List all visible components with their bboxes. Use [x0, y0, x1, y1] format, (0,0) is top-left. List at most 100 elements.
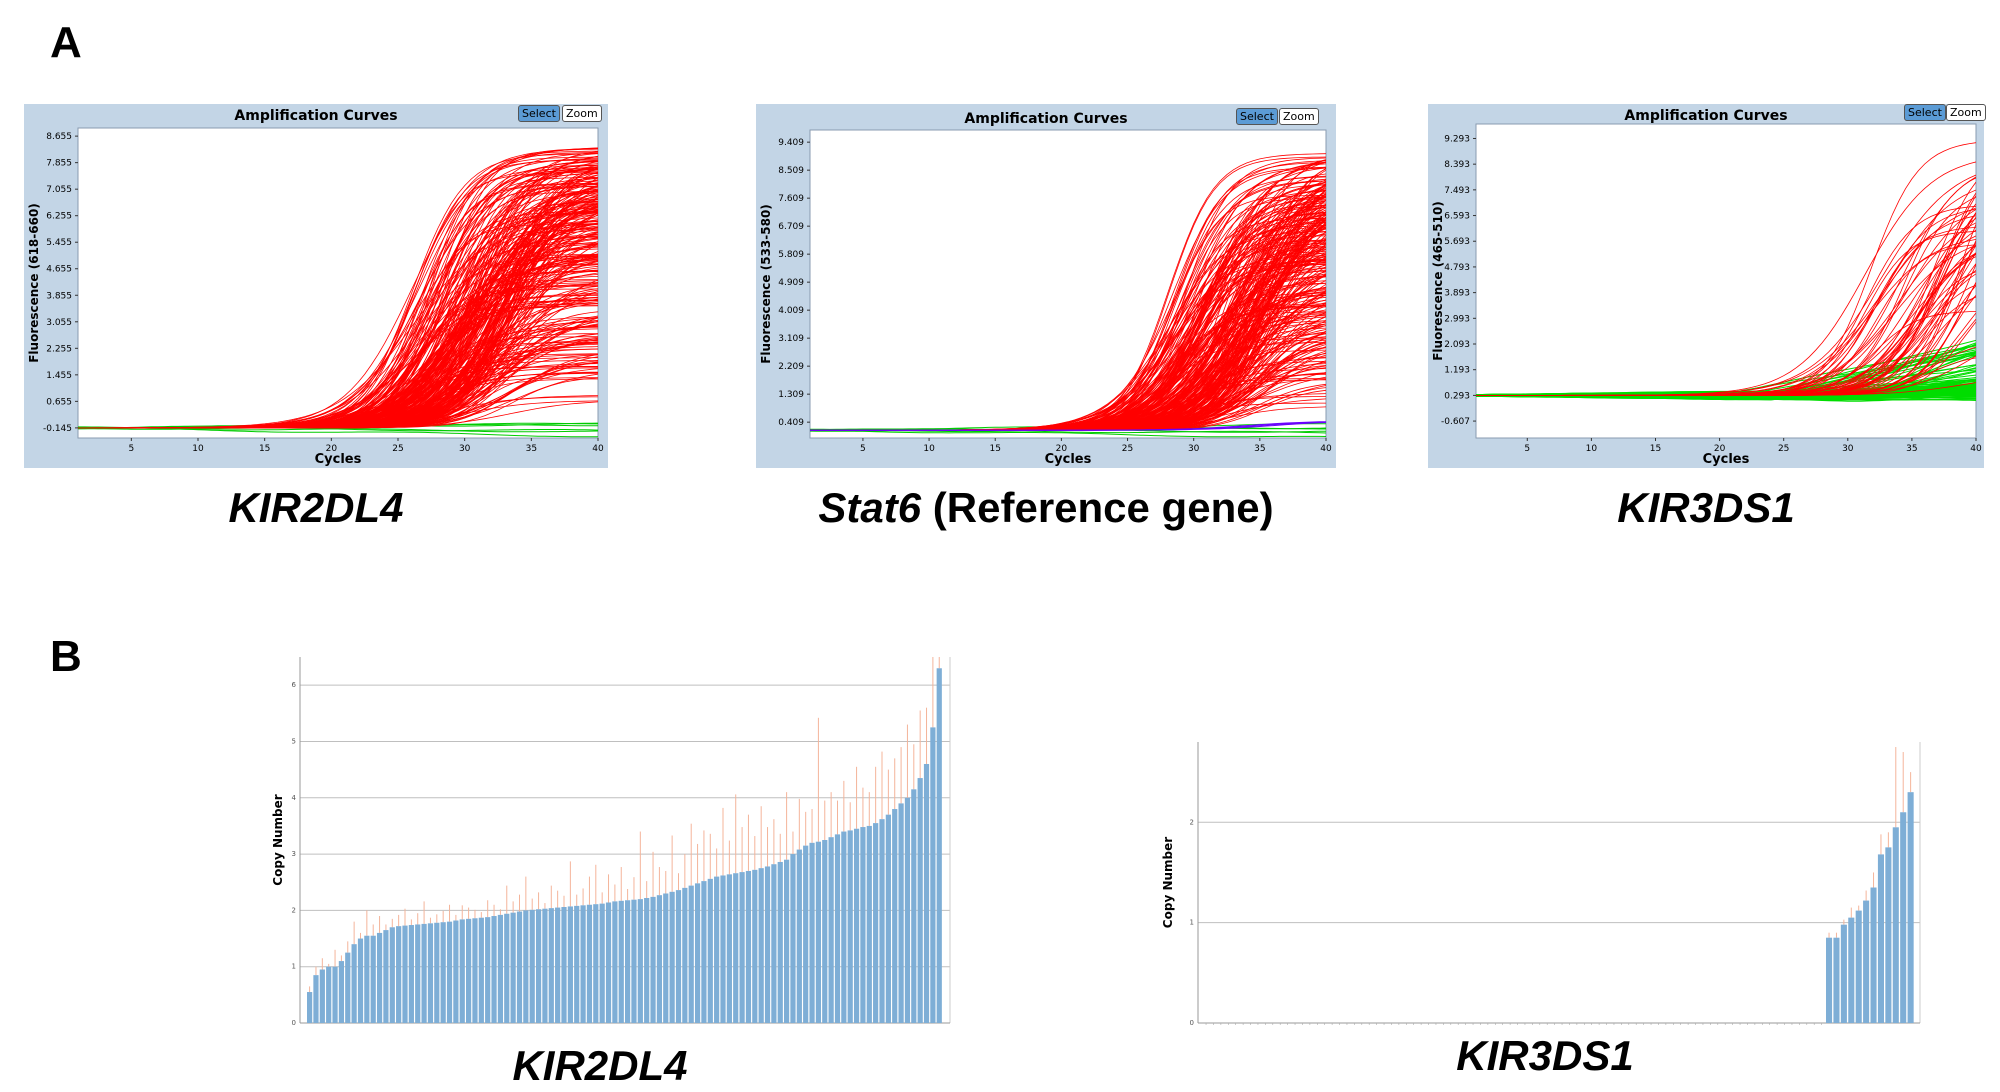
y-tick-label: 2.993	[1444, 314, 1470, 324]
y-tick-label: 8.655	[46, 132, 72, 142]
bar	[637, 899, 643, 1023]
bar	[745, 870, 752, 1023]
x-tick-label: 40	[592, 444, 604, 454]
x-axis-label: Cycles	[1045, 452, 1092, 467]
bar	[535, 909, 542, 1023]
y-tick-label: 2.255	[46, 344, 72, 354]
y-axis-label: Fluorescence (533-580)	[759, 204, 773, 364]
bar	[917, 778, 923, 1023]
bar	[1840, 924, 1847, 1023]
y-tick-label: 0	[1190, 1019, 1194, 1027]
y-tick-label: 1.309	[778, 390, 804, 400]
bar	[478, 917, 484, 1023]
curves	[810, 153, 1326, 438]
y-tick-label: 2	[292, 906, 296, 914]
y-tick-label: 4.655	[46, 265, 72, 275]
y-tick-label: 8.393	[1444, 160, 1470, 170]
bar	[809, 842, 815, 1023]
amplification-plot: 0.409 1.309 2.209 3.109 4.009 4.909 5.809 6.709…	[759, 129, 1332, 467]
y-tick-label: 6.593	[1444, 212, 1470, 222]
bar	[866, 825, 872, 1023]
y-tick-label: 3.893	[1444, 289, 1470, 299]
y-tick-label: 2.093	[1444, 340, 1470, 350]
y-tick-label: 0	[292, 1019, 296, 1027]
x-tick-label: 35	[1906, 444, 1917, 454]
bar	[631, 899, 637, 1023]
bar	[1892, 827, 1899, 1023]
zoom-button[interactable]: Zoom	[1279, 108, 1319, 125]
bar	[675, 890, 682, 1023]
y-tick-label: -0.607	[1441, 417, 1470, 427]
bar	[777, 861, 783, 1023]
bar	[694, 883, 701, 1023]
x-tick-label: 35	[1254, 444, 1265, 454]
select-button[interactable]: Select	[1904, 104, 1946, 121]
x-tick-label: 5	[1524, 444, 1530, 454]
curves	[1476, 142, 1976, 402]
amplification-chart-stat6: Amplification Curves Select Zoom 0.409 1.…	[756, 104, 1336, 468]
y-tick-label: 0.655	[46, 397, 72, 407]
caption-gene: KIR3DS1	[1617, 484, 1795, 531]
bar	[357, 938, 364, 1023]
y-axis-label: Copy Number	[1161, 837, 1175, 928]
curves	[78, 147, 598, 438]
bar	[383, 930, 389, 1023]
bar	[1900, 812, 1907, 1023]
bar	[338, 961, 345, 1023]
bar	[752, 869, 758, 1023]
x-tick-label: 5	[860, 444, 866, 454]
bar	[656, 895, 663, 1023]
bar	[898, 803, 904, 1023]
bar	[415, 924, 421, 1023]
panel-letter-b: B	[50, 632, 82, 681]
y-tick-label: 5.455	[46, 238, 72, 248]
y-tick-label: 5	[292, 737, 296, 745]
bar	[313, 975, 319, 1023]
y-tick-label: 7.855	[46, 159, 72, 169]
bar	[555, 907, 561, 1023]
y-tick-label: 7.609	[778, 194, 804, 204]
bar	[885, 814, 891, 1023]
bar	[796, 849, 802, 1023]
bar	[803, 845, 809, 1023]
bar	[440, 922, 446, 1023]
positive-curve	[1476, 269, 1976, 396]
bar	[873, 823, 879, 1023]
negative-curve	[78, 427, 598, 432]
bar	[841, 831, 847, 1023]
y-tick-label: 4.009	[778, 306, 804, 316]
bar	[1848, 917, 1855, 1023]
x-tick-label: 25	[1122, 444, 1133, 454]
bar	[644, 897, 650, 1023]
bar	[936, 668, 942, 1023]
bar	[580, 905, 586, 1023]
bar	[618, 900, 624, 1023]
bar	[351, 944, 357, 1023]
zoom-button[interactable]: Zoom	[1946, 104, 1986, 121]
zoom-button[interactable]: Zoom	[562, 105, 602, 122]
x-tick-label: 30	[1188, 444, 1200, 454]
bar	[466, 918, 472, 1023]
bar	[459, 919, 465, 1023]
select-button[interactable]: Select	[1236, 108, 1278, 125]
x-tick-label: 35	[526, 444, 537, 454]
chart-title: Amplification Curves	[964, 111, 1128, 127]
bar	[567, 906, 573, 1023]
y-tick-label: 3	[292, 850, 296, 858]
bar	[605, 902, 612, 1023]
bar	[364, 935, 370, 1023]
bar	[701, 881, 707, 1023]
bar	[771, 864, 777, 1023]
bar	[376, 932, 383, 1023]
bar	[1855, 910, 1862, 1023]
bar	[396, 926, 402, 1023]
bar	[930, 727, 936, 1023]
bar	[421, 923, 427, 1023]
caption-gene: KIR3DS1	[1456, 1032, 1634, 1079]
x-axis-label: Cycles	[1703, 452, 1750, 467]
select-button[interactable]: Select	[518, 105, 560, 122]
bar	[815, 841, 822, 1023]
caption-gene: KIR2DL4	[228, 484, 404, 531]
y-tick-label: 5.809	[778, 250, 804, 260]
bar	[714, 876, 720, 1023]
